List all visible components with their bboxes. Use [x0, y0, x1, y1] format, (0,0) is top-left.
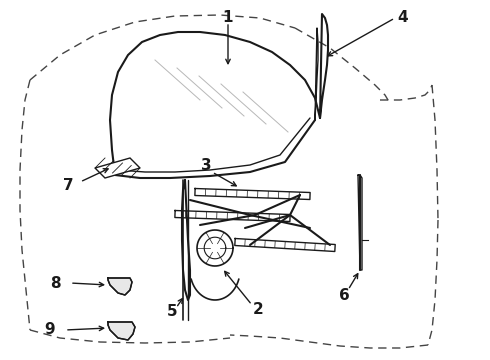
Text: 9: 9 — [45, 323, 55, 338]
Text: 7: 7 — [63, 177, 74, 193]
Text: 6: 6 — [339, 288, 349, 302]
Polygon shape — [108, 278, 132, 295]
Text: 1: 1 — [223, 10, 233, 25]
Text: 3: 3 — [201, 158, 211, 172]
Text: 2: 2 — [253, 302, 264, 318]
Polygon shape — [108, 322, 135, 340]
Text: 4: 4 — [398, 10, 408, 25]
Polygon shape — [95, 158, 140, 178]
Text: 8: 8 — [49, 275, 60, 291]
Text: 5: 5 — [167, 305, 177, 320]
